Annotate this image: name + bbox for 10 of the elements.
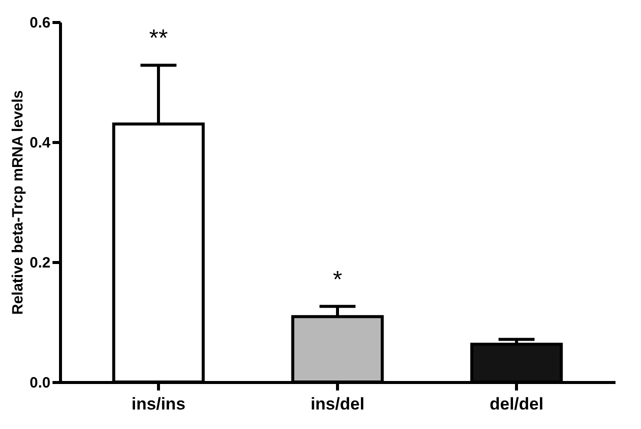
x-tick-label: ins/del bbox=[310, 394, 364, 414]
y-axis-title: Relative beta-Trcp mRNA levels bbox=[10, 90, 27, 315]
y-tick-label: 0.2 bbox=[30, 254, 50, 272]
y-tick-label: 0.6 bbox=[30, 14, 50, 32]
y-tick-label: 0.4 bbox=[30, 134, 52, 152]
y-tick-label: 0.0 bbox=[30, 374, 50, 392]
annotation: * bbox=[332, 266, 342, 294]
x-tick-label: ins/ins bbox=[132, 394, 186, 414]
x-tick-label: del/del bbox=[490, 394, 544, 414]
annotation: ** bbox=[149, 25, 168, 52]
